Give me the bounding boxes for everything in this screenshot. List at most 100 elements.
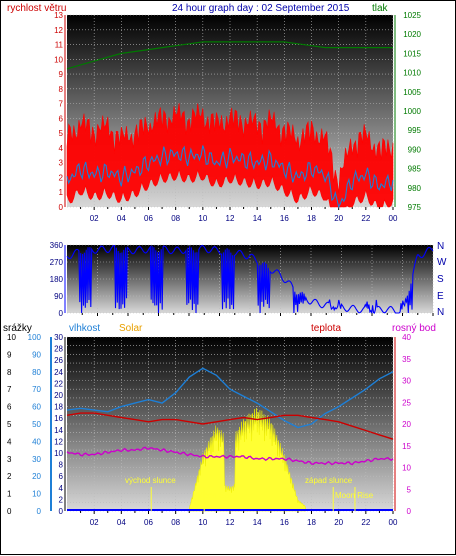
wind-tick-label: 8	[59, 85, 64, 94]
wind-direction-line	[66, 244, 434, 314]
x-tick-label: 20	[334, 518, 343, 527]
x-tick-label: 14	[253, 518, 262, 527]
solar-tick-label: 6	[59, 472, 64, 481]
temperature-label: teplota	[311, 323, 341, 334]
direction-tick-label: 360	[50, 241, 64, 250]
temp-tick-label: 40	[402, 333, 411, 342]
x-tick-label: 06	[144, 518, 153, 527]
wind-gust-band	[66, 103, 394, 208]
x-tick-label: 02	[90, 518, 99, 527]
wind-tick-label: 0	[59, 203, 64, 212]
x-tick-label: 18	[307, 518, 316, 527]
wind-tick-label: 5	[59, 129, 64, 138]
rain-tick-label: 10	[7, 333, 16, 342]
direction-tick-label: 0	[59, 309, 64, 318]
temp-tick-label: 0	[407, 507, 412, 516]
pressure-tick-label: 980	[408, 184, 422, 193]
pressure-tick-label: 1000	[403, 107, 421, 116]
wind-tick-label: 12	[54, 26, 63, 35]
temp-tick-label: 10	[402, 464, 411, 473]
solar-tick-label: 16	[54, 414, 63, 423]
x-tick-label: 00	[389, 518, 398, 527]
sunrise-label: východ slunce	[125, 476, 176, 485]
compass-e: E	[437, 291, 444, 302]
wind-tick-label: 4	[59, 144, 64, 153]
solar-tick-label: 24	[54, 368, 63, 377]
wind-tick-label: 1	[59, 188, 64, 197]
temp-tick-label: 20	[402, 420, 411, 429]
pressure-tick-label: 990	[408, 145, 422, 154]
pressure-tick-label: 985	[408, 165, 422, 174]
solar-tick-label: 0	[59, 507, 64, 516]
axes: 02 04 06 08 10 12 14 16 18 20 22 000123456789101112…	[7, 11, 434, 527]
x-tick-label: 00	[389, 214, 398, 223]
wind-tick-label: 3	[59, 159, 64, 168]
dew-point-label: rosný bod	[392, 323, 436, 334]
pressure-label: tlak	[372, 3, 389, 14]
pressure-tick-label: 1005	[403, 88, 421, 97]
temp-tick-label: 5	[407, 485, 412, 494]
pressure-tick-label: 1010	[403, 69, 421, 78]
solar-tick-label: 2	[59, 495, 64, 504]
rain-tick-label: 1	[7, 490, 12, 499]
humidity-label: vlhkost	[69, 323, 100, 334]
temp-tick-label: 25	[402, 398, 411, 407]
humidity-tick-label: 0	[37, 507, 42, 516]
temp-tick-label: 35	[402, 355, 411, 364]
sunset-label: západ slunce	[305, 476, 353, 485]
x-tick-label: 10	[198, 518, 207, 527]
solar-tick-label: 10	[54, 449, 63, 458]
x-tick-label: 08	[171, 214, 180, 223]
x-tick-label: 16	[280, 518, 289, 527]
pressure-tick-label: 1015	[403, 49, 421, 58]
annotation-layer	[150, 487, 356, 511]
direction-tick-label: 90	[54, 292, 63, 301]
rain-tick-label: 7	[7, 385, 12, 394]
dew-point-line	[66, 446, 394, 466]
wind-tick-label: 11	[55, 41, 64, 50]
rain-tick-label: 6	[7, 403, 12, 412]
x-tick-label: 14	[253, 214, 262, 223]
humidity-tick-label: 20	[32, 472, 41, 481]
compass-w: W	[437, 257, 447, 268]
solar-tick-label: 8	[59, 461, 64, 470]
rain-tick-label: 2	[7, 472, 12, 481]
compass-n-bottom: N	[437, 307, 444, 318]
x-tick-label: 18	[307, 214, 316, 223]
solar-label: Solar	[119, 323, 143, 334]
rain-tick-label: 4	[7, 437, 12, 446]
solar-tick-label: 20	[54, 391, 63, 400]
direction-tick-label: 180	[50, 275, 64, 284]
pressure-tick-label: 975	[408, 203, 422, 212]
pressure-tick-label: 995	[408, 126, 422, 135]
wind-tick-label: 10	[54, 55, 63, 64]
series-layer	[66, 41, 434, 512]
moonrise-label: Moon Rise	[335, 491, 374, 500]
humidity-tick-label: 40	[32, 437, 41, 446]
x-tick-label: 04	[117, 518, 126, 527]
x-tick-label: 22	[361, 214, 370, 223]
rain-label: srážky	[3, 323, 32, 334]
wind-tick-label: 6	[59, 114, 64, 123]
solar-tick-label: 22	[54, 379, 63, 388]
rain-tick-label: 5	[7, 420, 12, 429]
pressure-tick-label: 1020	[403, 30, 421, 39]
rain-tick-label: 8	[7, 368, 12, 377]
humidity-tick-label: 60	[32, 403, 41, 412]
humidity-tick-label: 80	[32, 368, 41, 377]
humidity-tick-label: 50	[32, 420, 41, 429]
rain-tick-label: 3	[7, 455, 12, 464]
wind-tick-label: 9	[59, 70, 64, 79]
temp-tick-label: 15	[402, 442, 411, 451]
rain-tick-label: 9	[7, 350, 12, 359]
wind-speed-label: rychlost větru	[7, 3, 66, 14]
temperature-line	[66, 412, 394, 440]
humidity-tick-label: 10	[32, 490, 41, 499]
solar-tick-label: 14	[54, 426, 63, 435]
humidity-tick-label: 30	[32, 455, 41, 464]
humidity-tick-label: 70	[32, 385, 41, 394]
x-tick-label: 08	[171, 518, 180, 527]
wind-tick-label: 13	[54, 11, 63, 20]
